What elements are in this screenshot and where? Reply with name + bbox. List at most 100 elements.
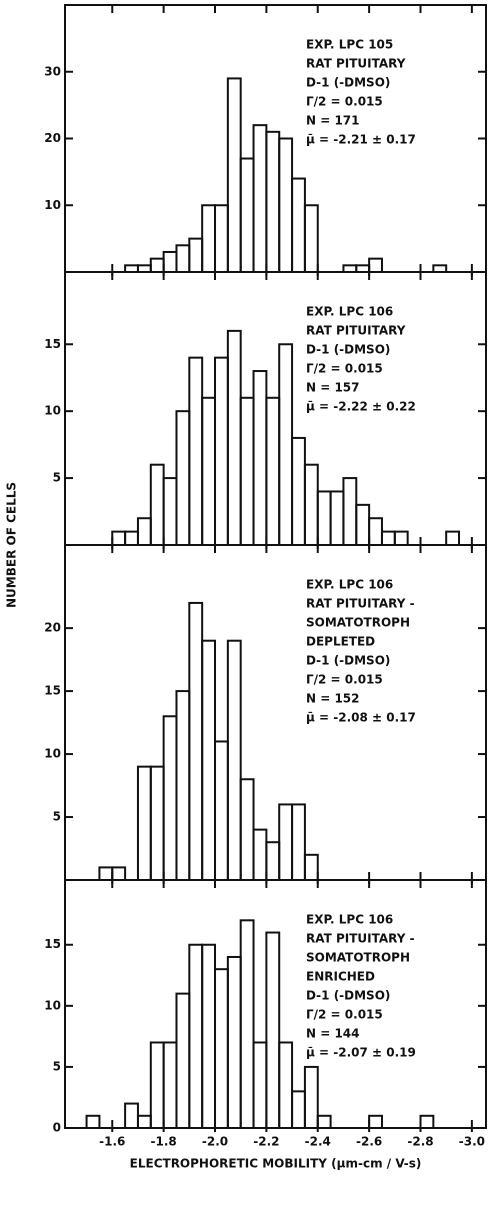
annotation: EXP. LPC 106	[306, 305, 393, 319]
histogram-bar	[162, 715, 178, 881]
histogram-bar	[329, 490, 345, 546]
annotation: D-1 (-DMSO)	[306, 76, 390, 90]
y-tick-label: 15	[44, 937, 61, 951]
histogram-bar	[291, 803, 306, 882]
panel-frame	[64, 271, 487, 546]
annotation: N = 144	[306, 1027, 360, 1041]
annotation: D-1 (-DMSO)	[306, 989, 390, 1003]
histogram-bar	[278, 1041, 294, 1130]
histogram-bar	[252, 1041, 268, 1130]
histogram-bar	[162, 477, 178, 546]
histogram-bar	[98, 866, 114, 881]
histogram-bar	[214, 740, 229, 882]
histogram-bar	[368, 257, 383, 273]
histogram-bar	[278, 137, 294, 273]
histogram-bar	[226, 639, 242, 882]
histogram-bar	[188, 601, 204, 881]
histogram-bar	[380, 530, 396, 547]
histogram-bar	[136, 264, 152, 274]
histogram-bar	[291, 436, 306, 546]
histogram-bar	[175, 690, 191, 881]
histogram-bar	[265, 396, 281, 547]
annotation: μ̄ = -2.08 ± 0.17	[306, 711, 416, 725]
histogram-bar	[265, 931, 281, 1130]
histogram-bar	[214, 356, 229, 546]
histogram-bar	[368, 517, 383, 546]
panel-frame	[64, 544, 487, 881]
histogram-bar	[149, 1041, 165, 1130]
histogram-bar	[368, 1114, 383, 1129]
histogram-bar	[342, 477, 358, 546]
histogram-bar	[201, 943, 217, 1130]
histogram-bar	[252, 828, 268, 882]
y-tick-label: 5	[53, 810, 61, 824]
x-tick-label: -2.4	[305, 1135, 331, 1149]
annotation: N = 171	[306, 114, 360, 128]
y-tick-label: 10	[44, 198, 61, 212]
x-tick-label: -1.8	[151, 1135, 177, 1149]
y-tick-label: 5	[53, 471, 61, 485]
histogram-bar	[303, 463, 319, 546]
histogram-bar	[188, 356, 204, 546]
histogram-bar	[226, 955, 242, 1129]
annotation: Γ/2 = 0.015	[306, 362, 383, 376]
annotation: μ̄ = -2.22 ± 0.22	[306, 400, 416, 414]
histogram-bar	[278, 803, 294, 882]
y-tick-label: 0	[53, 1121, 61, 1135]
histogram-bar	[149, 765, 165, 881]
histogram-bar	[316, 490, 332, 546]
x-tick-label: -2.0	[202, 1135, 228, 1149]
annotation: N = 157	[306, 381, 360, 395]
annotation: RAT PITUITARY -	[306, 597, 415, 611]
y-tick-label: 15	[44, 684, 61, 698]
histogram-bar	[303, 204, 319, 273]
y-axis-title: NUMBER OF CELLS	[5, 482, 19, 608]
histogram-bar	[162, 1041, 178, 1130]
histogram-bar	[278, 343, 294, 546]
histogram-bar	[393, 530, 409, 547]
histogram-bar	[214, 968, 229, 1129]
histogram-bar	[124, 530, 139, 547]
histogram-bar	[252, 370, 268, 546]
x-tick-label: -1.6	[99, 1135, 125, 1149]
histogram-bar	[445, 530, 461, 547]
histogram-bar	[111, 530, 127, 547]
annotation: EXP. LPC 106	[306, 578, 393, 592]
x-tick-label: -2.6	[356, 1135, 382, 1149]
y-tick-label: 5	[53, 1059, 61, 1073]
histogram-bar	[175, 244, 191, 274]
histogram-bar	[111, 866, 127, 881]
histogram-bar	[239, 157, 255, 273]
y-tick-label: 10	[44, 998, 61, 1012]
histogram-bar	[291, 1090, 306, 1129]
annotation: EXP. LPC 105	[306, 38, 393, 52]
y-tick-label: 10	[44, 404, 61, 418]
histogram-bar	[162, 250, 178, 274]
y-tick-label: 15	[44, 337, 61, 351]
histogram-bar	[265, 841, 281, 881]
histogram-bar	[214, 204, 229, 273]
histogram-bar	[201, 396, 217, 547]
histogram-bar	[201, 639, 217, 882]
histogram-bar	[355, 503, 371, 546]
y-tick-label: 20	[44, 131, 61, 145]
histogram-bar	[239, 396, 255, 547]
annotation: ENRICHED	[306, 970, 375, 984]
histogram-bar	[136, 1114, 152, 1129]
histogram-bar	[291, 177, 306, 273]
histogram-bar	[303, 853, 319, 881]
histogram-bar	[85, 1114, 101, 1129]
histogram-bar	[265, 130, 281, 273]
histogram-bar	[226, 77, 242, 273]
histogram-bar	[342, 264, 358, 274]
histogram-bar	[149, 257, 165, 273]
annotation: RAT PITUITARY -	[306, 932, 415, 946]
histogram-bar	[188, 943, 204, 1130]
y-tick-label: 10	[44, 747, 61, 761]
histogram-bar	[201, 204, 217, 273]
annotation: SOMATOTROPH	[306, 616, 410, 630]
x-tick-label: -3.0	[459, 1135, 485, 1149]
annotation: Γ/2 = 0.015	[306, 1008, 383, 1022]
panel-frame	[64, 4, 487, 273]
